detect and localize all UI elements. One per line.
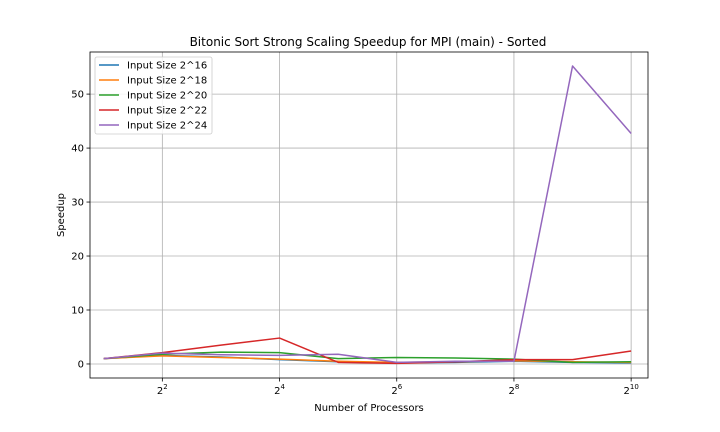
y-axis-label: Speedup bbox=[56, 193, 67, 237]
x-axis-ticks: 22 24 26 28 210 bbox=[157, 378, 639, 397]
x-axis-label: Number of Processors bbox=[314, 403, 424, 414]
legend-label: Input Size 2^18 bbox=[127, 76, 207, 87]
x-tick-label: 28 bbox=[509, 383, 520, 397]
legend-label: Input Size 2^22 bbox=[127, 106, 207, 117]
plot-frame bbox=[89, 51, 649, 379]
legend-label: Input Size 2^20 bbox=[127, 91, 207, 102]
x-tick-label: 24 bbox=[274, 383, 285, 397]
legend: Input Size 2^16 Input Size 2^18 Input Size… bbox=[94, 56, 213, 135]
y-tick-label: 30 bbox=[71, 198, 84, 209]
series-lines bbox=[103, 65, 632, 365]
y-tick-label: 50 bbox=[71, 90, 84, 101]
y-tick-label: 20 bbox=[71, 252, 84, 263]
x-tick-label: 22 bbox=[157, 383, 168, 397]
legend-label: Input Size 2^24 bbox=[127, 121, 207, 132]
y-axis-ticks: 0 10 20 30 40 50 bbox=[71, 90, 90, 370]
series-line bbox=[103, 337, 632, 365]
series-line bbox=[103, 65, 632, 364]
chart-title: Bitonic Sort Strong Scaling Speedup for … bbox=[190, 35, 547, 49]
y-tick-label: 0 bbox=[78, 359, 84, 370]
x-tick-label: 26 bbox=[391, 383, 402, 397]
legend-frame bbox=[94, 56, 213, 135]
x-tick-label: 210 bbox=[623, 383, 638, 397]
y-tick-label: 10 bbox=[71, 305, 84, 316]
legend-label: Input Size 2^16 bbox=[127, 61, 207, 72]
grid bbox=[90, 52, 648, 378]
y-tick-label: 40 bbox=[71, 144, 84, 155]
